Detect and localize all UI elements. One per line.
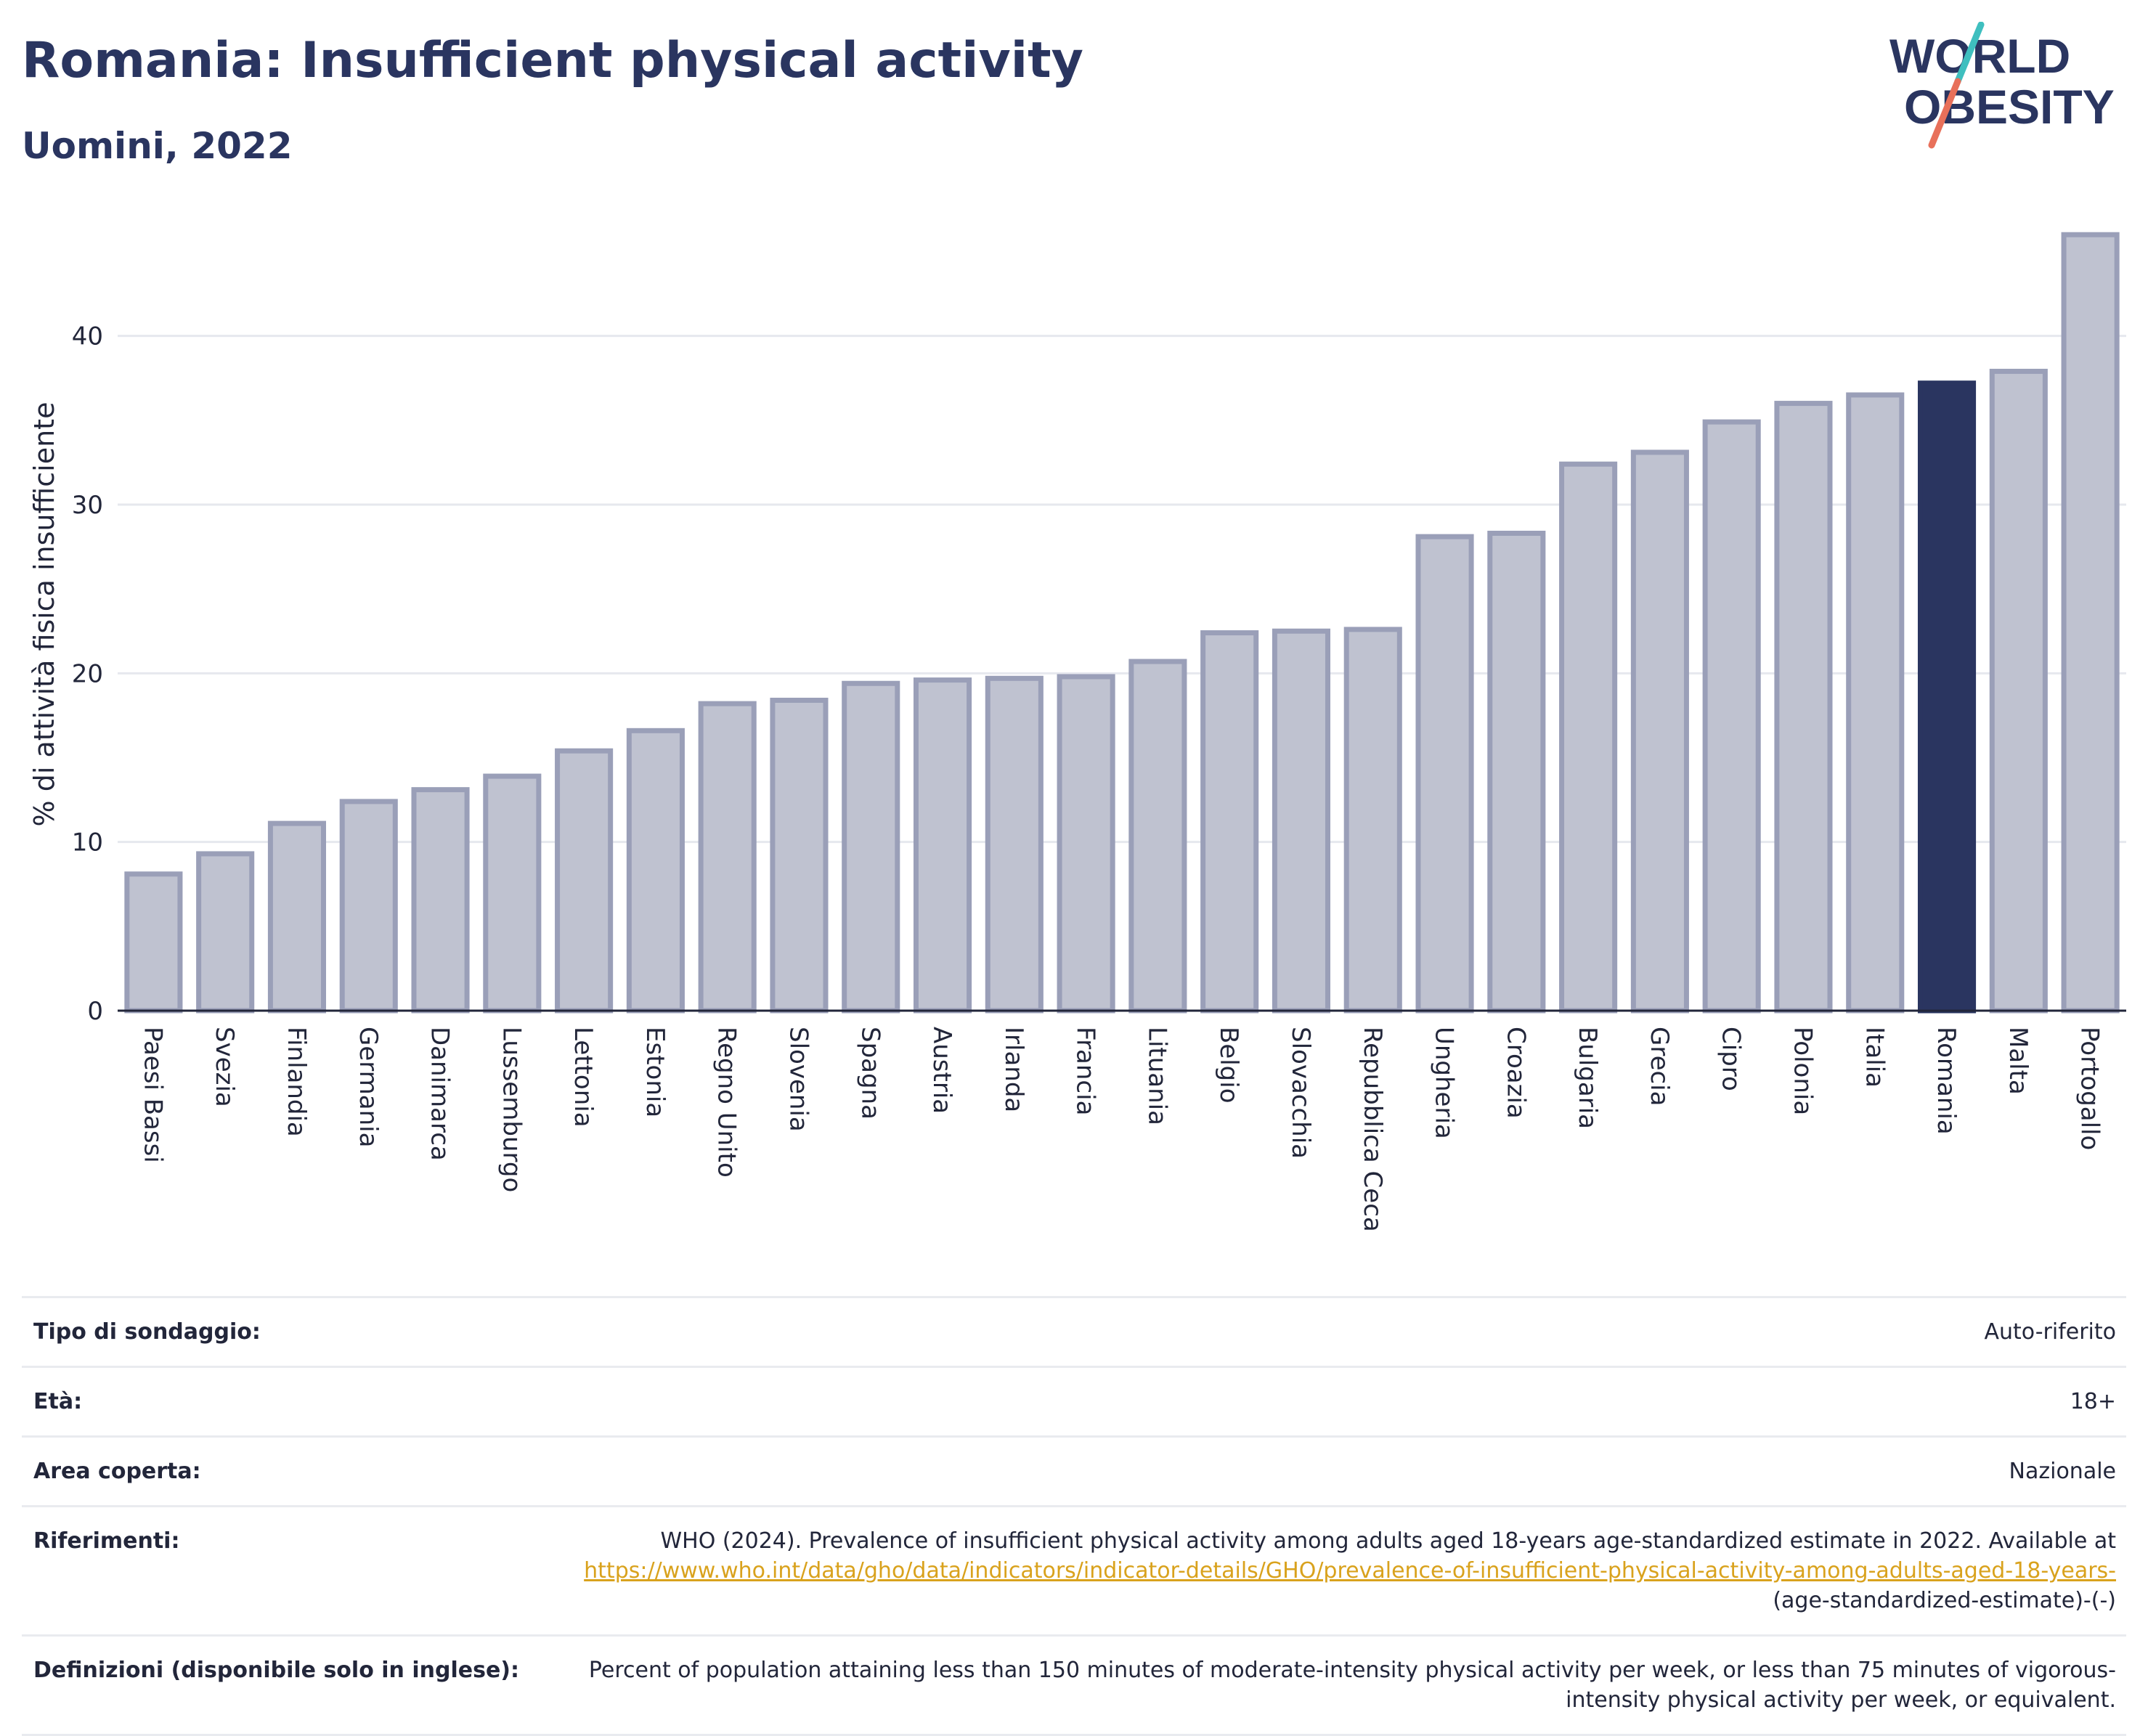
survey-type-label: Tipo di sondaggio:: [33, 1319, 261, 1345]
bar: [1343, 627, 1402, 1014]
x-tick-label: Slovenia: [784, 1027, 813, 1132]
bar: [913, 677, 972, 1014]
bar: [985, 675, 1044, 1014]
bar: [1846, 392, 1905, 1014]
x-tick-label: Estonia: [640, 1027, 670, 1117]
x-tick-label: Austria: [927, 1027, 956, 1114]
definitions-label: Definizioni (disponibile solo in inglese…: [33, 1658, 519, 1683]
bar: [1917, 380, 1977, 1014]
x-tick-label: Danimarca: [426, 1027, 455, 1161]
x-tick-label: Paesi Bassi: [138, 1027, 167, 1163]
area-label: Area coperta:: [33, 1459, 201, 1484]
references-label: Riferimenti:: [33, 1528, 180, 1554]
x-tick-label: Italia: [1860, 1027, 1889, 1088]
x-tick-label: Spagna: [855, 1027, 884, 1120]
bar: [626, 728, 685, 1014]
x-tick-label: Polonia: [1788, 1027, 1817, 1115]
bar: [339, 799, 398, 1014]
bar: [2061, 232, 2120, 1014]
x-tick-label: Francia: [1071, 1027, 1100, 1115]
age-row: Età: 18+: [22, 1366, 2126, 1435]
bar: [555, 748, 614, 1014]
area-value: Nazionale: [2009, 1459, 2116, 1484]
logo-text-world: WORLD: [1889, 29, 2070, 83]
logo-slash-top: [1954, 22, 1985, 85]
references-row: Riferimenti: WHO (2024). Prevalence of i…: [22, 1505, 2126, 1634]
x-tick-label: Malta: [2003, 1027, 2033, 1095]
x-tick-label: Lettonia: [569, 1027, 598, 1128]
bar: [1200, 630, 1259, 1014]
chart-subtitle: Uomini, 2022: [22, 125, 293, 167]
references-text: WHO (2024). Prevalence of insufficient p…: [660, 1528, 2116, 1554]
y-axis-label: % di attività fisica insufficiente: [28, 402, 60, 827]
definitions-value: Percent of population attaining less tha…: [588, 1658, 2116, 1713]
x-tick-label: Bulgaria: [1573, 1027, 1602, 1129]
metadata-table: Tipo di sondaggio: Auto-riferito Età: 18…: [22, 1296, 2126, 1736]
age-label: Età:: [33, 1389, 83, 1414]
bar: [1272, 628, 1331, 1014]
y-tick-label: 0: [87, 997, 103, 1026]
bar: [842, 680, 900, 1014]
survey-type-row: Tipo di sondaggio: Auto-riferito: [22, 1296, 2126, 1366]
x-tick-label: Slovacchia: [1286, 1027, 1315, 1159]
references-value: WHO (2024). Prevalence of insufficient p…: [555, 1526, 2116, 1615]
x-tick-label: Repubblica Ceca: [1358, 1027, 1387, 1232]
age-value: 18+: [2070, 1389, 2116, 1414]
bar: [411, 787, 470, 1014]
definitions-row: Definizioni (disponibile solo in inglese…: [22, 1634, 2126, 1736]
x-tick-label: Lussemburgo: [497, 1027, 526, 1192]
bar: [770, 697, 829, 1014]
x-tick-label: Cipro: [1717, 1027, 1746, 1091]
references-link[interactable]: https://www.who.int/data/gho/data/indica…: [584, 1558, 2116, 1584]
bar: [267, 820, 327, 1014]
bar: [698, 701, 757, 1014]
y-tick-label: 20: [72, 659, 103, 688]
x-tick-label: Finlandia: [282, 1027, 311, 1137]
x-tick-label: Germania: [354, 1027, 383, 1147]
y-tick-label: 30: [72, 491, 103, 520]
bar: [1559, 461, 1618, 1014]
bar: [1702, 419, 1761, 1014]
bar: [1128, 659, 1187, 1014]
y-tick-labels: 0 10 20 30 40: [72, 322, 103, 1026]
bar: [1989, 368, 2048, 1014]
chart-title: Romania: Insufficient physical activity: [22, 32, 1083, 89]
x-tick-label: Croazia: [1501, 1027, 1530, 1119]
logo-slash-bottom: [1928, 78, 1961, 149]
x-tick-label: Regno Unito: [712, 1027, 741, 1178]
bar: [1630, 449, 1689, 1014]
y-tick-label: 40: [72, 322, 103, 351]
references-suffix: (age-standardized-estimate)-(-): [1773, 1588, 2116, 1613]
survey-type-value: Auto-riferito: [1984, 1319, 2116, 1345]
bar: [1415, 534, 1474, 1014]
x-tick-label: Irlanda: [999, 1027, 1028, 1112]
bar: [483, 773, 542, 1014]
x-tick-label: Svezia: [210, 1027, 239, 1107]
x-tick-label: Portogallo: [2075, 1027, 2104, 1150]
bar: [1487, 530, 1546, 1014]
bar-chart: 0 10 20 30 40 Paesi Bassi Svezia Finlandia Germ…: [28, 232, 2126, 1232]
bar: [196, 851, 255, 1014]
y-tick-label: 10: [72, 828, 103, 857]
logo-text-obesity: OBESITY: [1904, 80, 2115, 134]
x-tick-label: Grecia: [1645, 1027, 1674, 1106]
x-tick-label: Romania: [1932, 1027, 1961, 1135]
x-tick-label: Lituania: [1142, 1027, 1171, 1125]
world-obesity-logo: WORLD OBESITY: [1889, 22, 2115, 149]
x-tick-labels: Paesi Bassi Svezia Finlandia Germania Danima…: [138, 1027, 2104, 1232]
bar: [1774, 401, 1833, 1014]
bar: [1057, 674, 1115, 1014]
x-tick-label: Ungheria: [1430, 1027, 1459, 1139]
area-row: Area coperta: Nazionale: [22, 1435, 2126, 1505]
bar: [124, 871, 183, 1014]
x-tick-label: Belgio: [1214, 1027, 1243, 1104]
bars: [124, 232, 2120, 1014]
